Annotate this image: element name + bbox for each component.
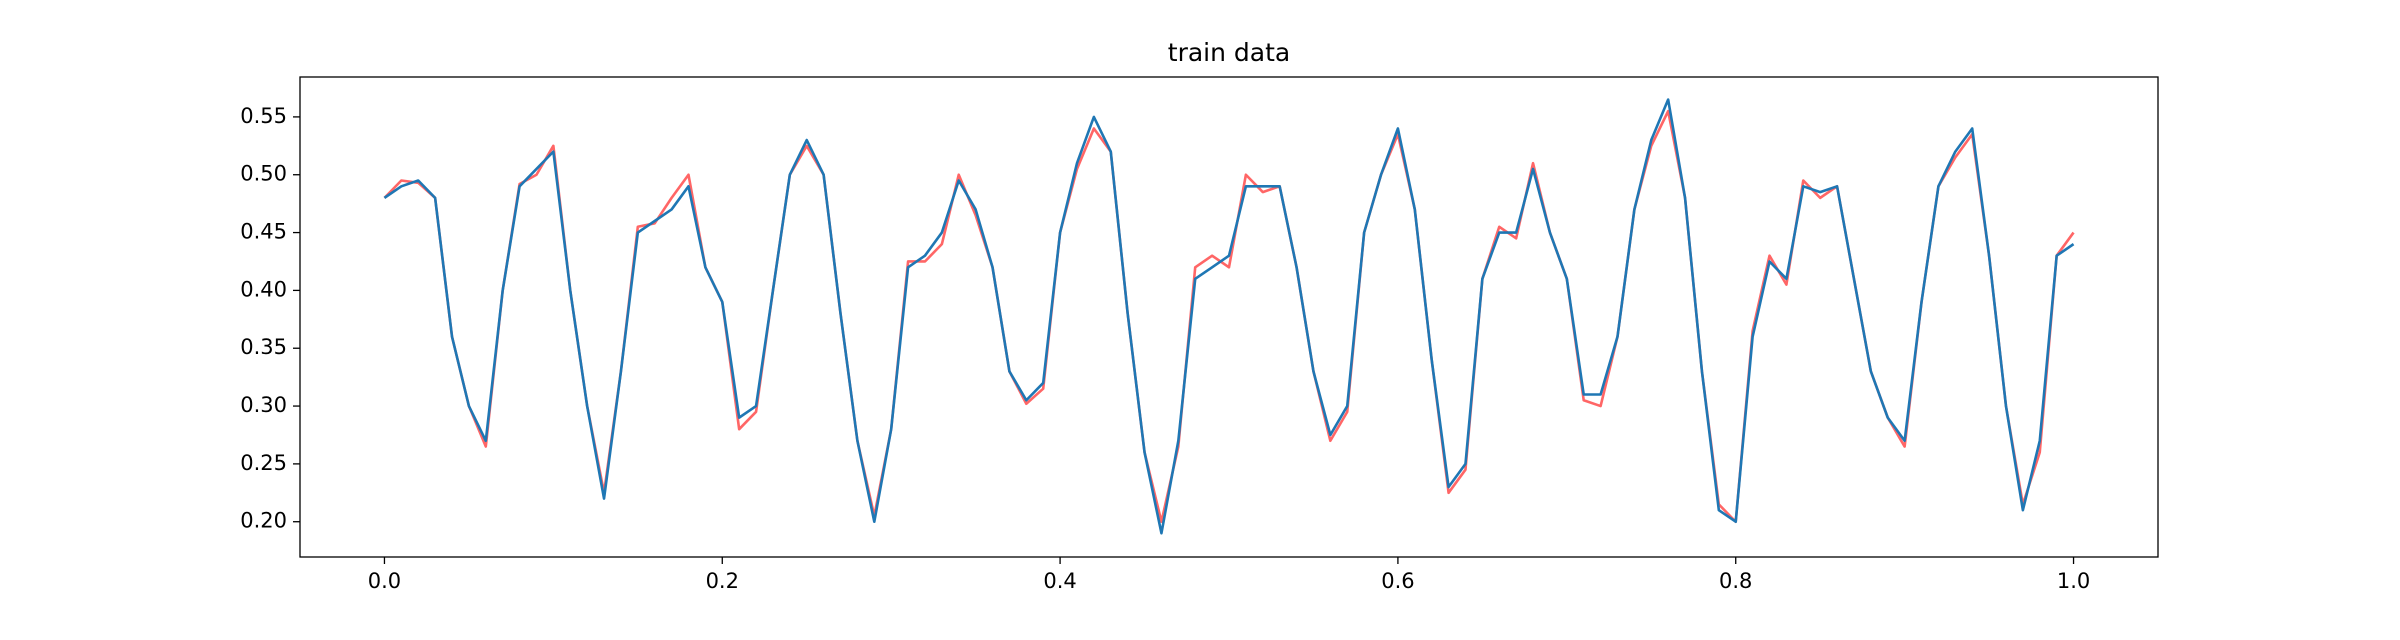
x-tick-label: 0.2 [706,569,739,593]
chart-title: train data [1168,38,1290,67]
x-tick-label: 0.4 [1043,569,1076,593]
y-tick-label: 0.55 [240,104,287,128]
y-tick-label: 0.45 [240,220,287,244]
y-tick-label: 0.40 [240,277,287,301]
y-tick-label: 0.30 [240,393,287,417]
y-tick-label: 0.35 [240,335,287,359]
x-tick-label: 0.6 [1381,569,1414,593]
y-tick-label: 0.25 [240,451,287,475]
plot-frame [299,76,2159,558]
x-tick-label: 0.8 [1719,569,1752,593]
y-tick-label: 0.50 [240,162,287,186]
y-tick-label: 0.20 [240,509,287,533]
line-series [383,98,2075,535]
line-series [383,109,2075,524]
x-tick-label: 1.0 [2057,569,2090,593]
x-tick-label: 0.0 [368,569,401,593]
